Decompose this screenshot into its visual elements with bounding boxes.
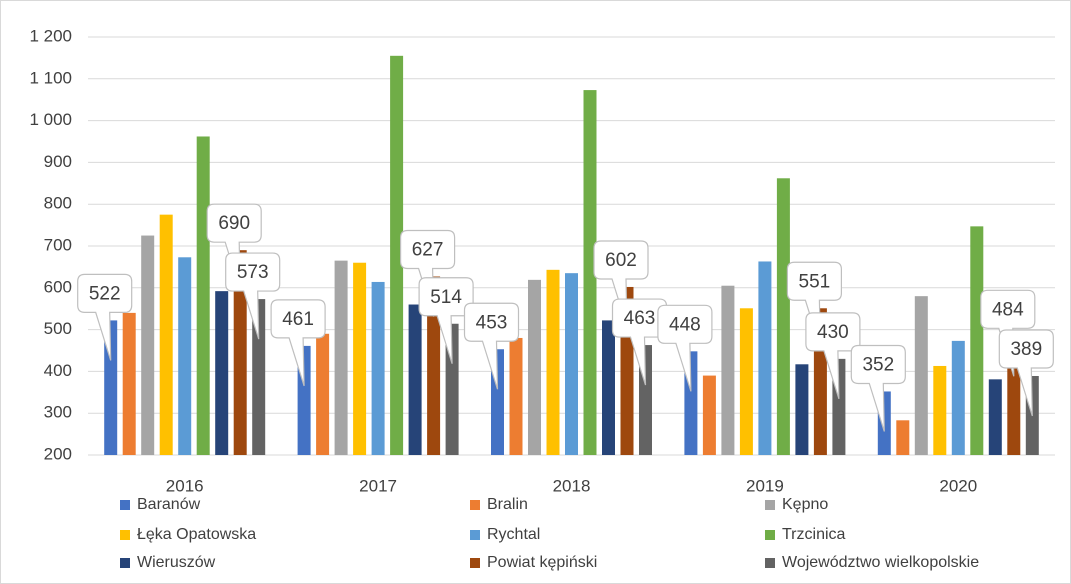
legend-swatch [120,530,130,540]
legend-swatch [470,530,480,540]
bar [933,365,947,455]
bar [215,291,229,455]
bar [546,269,560,455]
bar [702,375,716,455]
legend-label: Bralin [487,496,528,513]
bar [509,337,523,455]
bar [970,226,984,455]
bar [721,285,735,455]
legend-swatch [120,500,130,510]
data-label: 551 [799,271,831,292]
callout-box [657,304,713,392]
bar [390,55,404,456]
x-tick-label: 2016 [166,476,204,495]
legend-label: Baranów [137,496,201,513]
bar [445,323,459,455]
x-tick-label: 2018 [553,476,591,495]
data-label: 389 [1010,339,1042,360]
legend-swatch [765,500,775,510]
legend-label: Powiat kępiński [487,554,597,571]
legend-swatch [765,530,775,540]
bar [233,250,247,455]
bar [988,379,1002,455]
data-label: 484 [992,299,1024,320]
data-label: 522 [89,283,121,304]
legend-swatch [470,558,480,568]
bar [316,333,330,455]
y-tick-label: 500 [44,319,72,338]
callout-box [270,299,326,387]
bar [528,279,541,455]
legend-label: Rychtal [487,526,540,543]
y-tick-label: 1 100 [29,68,72,87]
y-tick-label: 900 [44,152,72,171]
y-tick-label: 200 [44,444,72,463]
bar [353,262,367,455]
bar [178,257,192,455]
y-tick-label: 600 [44,277,72,296]
data-label: 453 [476,312,508,333]
data-label: 448 [669,314,701,335]
legend-swatch [470,500,480,510]
bar [758,261,772,455]
bar [159,214,173,455]
bar [914,296,928,455]
legend-label: Województwo wielkopolskie [782,554,979,571]
bar [583,90,597,455]
bar [739,308,753,455]
bar [427,276,441,455]
callout-box [998,329,1054,417]
y-tick-label: 400 [44,361,72,380]
bar [896,420,910,455]
data-label: 514 [430,287,462,308]
bar [141,235,155,455]
data-label: 430 [817,322,849,343]
data-label: 690 [218,213,250,234]
x-tick-label: 2019 [746,476,784,495]
bar [776,178,790,455]
y-tick-label: 1 000 [29,110,72,129]
bar [252,299,266,455]
bar [122,312,136,455]
callout-box [805,312,861,400]
callout-box [225,252,281,340]
bar [104,320,118,455]
bar [408,304,422,455]
x-tick-label: 2017 [359,476,397,495]
bar [371,281,385,455]
data-label: 573 [237,262,269,283]
data-label: 463 [624,308,656,329]
y-tick-label: 800 [44,194,72,213]
callout-box [77,273,133,361]
legend-label: Kępno [782,496,828,513]
y-tick-label: 700 [44,235,72,254]
x-tick-label: 2020 [939,476,977,495]
bar [565,273,578,455]
y-tick-label: 1 200 [29,26,72,45]
data-label: 352 [862,354,894,375]
bar [795,364,809,455]
bar [334,260,348,455]
bar [602,320,615,455]
legend-label: Trzcinica [782,526,846,543]
callout-box [611,298,668,386]
data-label: 461 [282,309,314,330]
data-label: 602 [605,250,637,271]
bar [951,340,965,455]
legend-swatch [120,558,130,568]
legend-swatch [765,558,775,568]
y-tick-label: 300 [44,403,72,422]
callout-box [463,302,520,390]
data-label: 627 [412,240,444,261]
callout-box [418,277,474,364]
legend-label: Wieruszów [137,554,216,571]
callout-box [850,344,906,432]
bar [196,136,210,455]
legend-label: Łęka Opatowska [137,526,256,543]
